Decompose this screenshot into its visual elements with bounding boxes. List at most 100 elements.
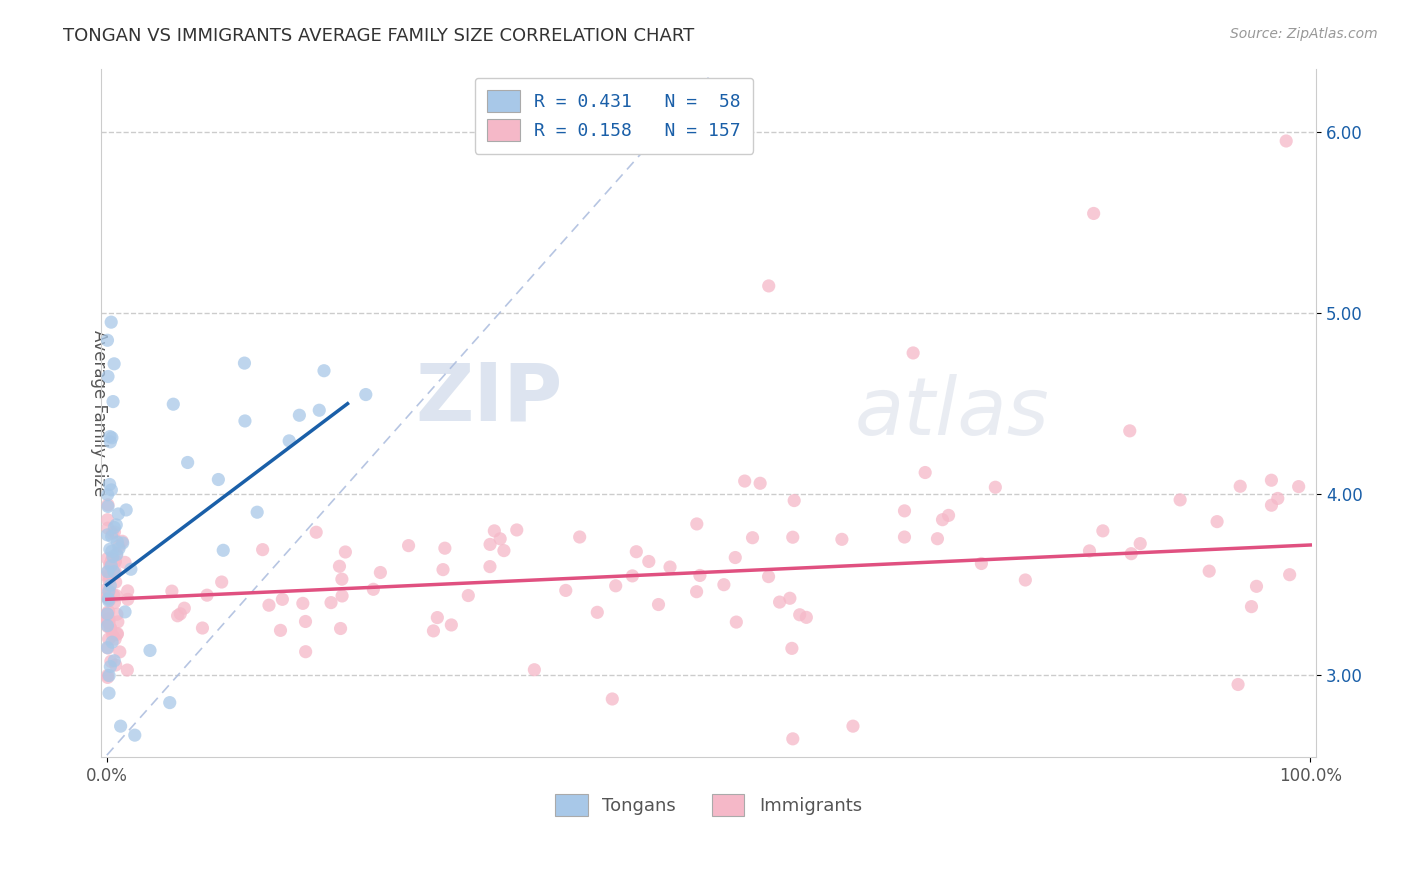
Point xyxy=(457,589,479,603)
Point xyxy=(107,535,129,549)
Point xyxy=(1078,544,1101,558)
Point xyxy=(101,549,124,564)
Point xyxy=(689,568,711,582)
Point xyxy=(842,719,865,733)
Point xyxy=(101,526,124,541)
Point xyxy=(169,607,191,621)
Point xyxy=(335,545,357,559)
Point xyxy=(363,582,385,597)
Point xyxy=(97,641,120,656)
Point xyxy=(252,542,274,557)
Point xyxy=(426,610,449,624)
Point xyxy=(768,595,790,609)
Point xyxy=(101,628,124,642)
Point xyxy=(734,474,756,488)
Point xyxy=(329,622,352,636)
Point xyxy=(97,369,120,384)
Point xyxy=(103,524,125,539)
Point xyxy=(98,542,121,557)
Point xyxy=(97,589,120,603)
Point xyxy=(96,590,118,604)
Point xyxy=(97,632,120,646)
Point xyxy=(107,626,129,640)
Point xyxy=(626,545,648,559)
Point xyxy=(96,513,118,527)
Point xyxy=(100,434,122,449)
Point xyxy=(1288,480,1310,494)
Point xyxy=(108,541,131,556)
Point xyxy=(96,612,118,626)
Point xyxy=(724,550,747,565)
Point xyxy=(1014,573,1036,587)
Point xyxy=(104,554,127,568)
Point xyxy=(600,692,623,706)
Point xyxy=(105,607,128,622)
Point xyxy=(101,394,124,409)
Point xyxy=(1260,498,1282,512)
Point xyxy=(98,686,121,700)
Point xyxy=(1278,567,1301,582)
Point xyxy=(98,429,121,443)
Point xyxy=(207,473,229,487)
Point xyxy=(97,620,120,634)
Point xyxy=(783,493,806,508)
Point xyxy=(308,403,330,417)
Point xyxy=(104,564,127,578)
Point xyxy=(124,728,146,742)
Point xyxy=(1227,677,1250,691)
Point xyxy=(96,582,118,596)
Point xyxy=(586,605,609,619)
Point xyxy=(440,618,463,632)
Point xyxy=(97,615,120,630)
Point xyxy=(330,589,353,603)
Point xyxy=(659,560,682,574)
Point xyxy=(294,645,316,659)
Point xyxy=(288,409,311,423)
Text: atlas: atlas xyxy=(855,374,1049,451)
Point xyxy=(104,555,127,569)
Point xyxy=(523,663,546,677)
Text: Source: ZipAtlas.com: Source: ZipAtlas.com xyxy=(1230,27,1378,41)
Point xyxy=(685,584,707,599)
Point xyxy=(914,466,936,480)
Point xyxy=(758,569,780,583)
Point xyxy=(984,480,1007,494)
Point xyxy=(938,508,960,523)
Point xyxy=(103,565,125,579)
Point xyxy=(98,615,121,629)
Point xyxy=(104,575,127,590)
Legend: Tongans, Immigrants: Tongans, Immigrants xyxy=(548,787,869,823)
Point xyxy=(111,536,134,550)
Y-axis label: Average Family Size: Average Family Size xyxy=(90,329,108,496)
Point xyxy=(749,476,772,491)
Point xyxy=(506,523,529,537)
Point xyxy=(114,605,136,619)
Point xyxy=(246,505,269,519)
Point xyxy=(98,583,121,598)
Point xyxy=(422,624,444,638)
Point xyxy=(927,532,949,546)
Point xyxy=(97,584,120,599)
Point xyxy=(330,572,353,586)
Point xyxy=(1229,479,1251,493)
Point xyxy=(1198,564,1220,578)
Point xyxy=(117,592,139,607)
Point xyxy=(305,525,328,540)
Point xyxy=(100,622,122,636)
Point xyxy=(97,565,120,579)
Point xyxy=(98,558,121,573)
Point xyxy=(893,530,915,544)
Point xyxy=(319,596,342,610)
Point xyxy=(713,577,735,591)
Point xyxy=(1246,579,1268,593)
Point xyxy=(257,598,280,612)
Point xyxy=(328,559,350,574)
Point xyxy=(195,588,218,602)
Point xyxy=(370,566,392,580)
Point xyxy=(97,591,120,605)
Point xyxy=(100,552,122,566)
Point xyxy=(96,618,118,632)
Point xyxy=(160,584,183,599)
Point xyxy=(107,615,129,629)
Point xyxy=(893,504,915,518)
